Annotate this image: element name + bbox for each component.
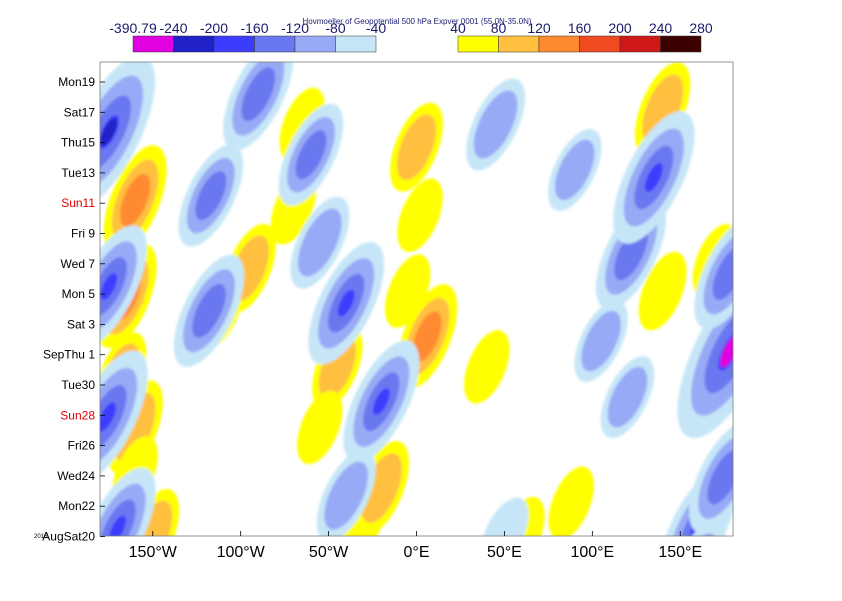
legend-positive-label: 120 (527, 20, 551, 36)
negative-anomaly-contour (678, 533, 718, 536)
legend-negative-label: -160 (240, 20, 268, 36)
y-tick-label: Fri 9 (71, 227, 95, 241)
y-tick-label: Mon 5 (62, 287, 96, 301)
x-tick-label: 150°W (129, 544, 178, 561)
x-axis: 150°W 100°W 50°W 0°E 50°E 100°E 150°E (129, 531, 702, 561)
x-tick-label: 100°W (217, 544, 266, 561)
chart-title: Hovmoeller of Geopotential 500 hPa Expve… (302, 17, 531, 26)
positive-anomaly-contour (120, 173, 151, 227)
negative-anomaly-contour (473, 90, 518, 159)
negative-anomaly-contour (337, 289, 355, 317)
legend-positive-label: 160 (568, 20, 592, 36)
legend-positive-swatch (498, 35, 540, 53)
negative-anomaly-contour (581, 310, 621, 372)
negative-anomaly-contour (297, 208, 342, 277)
legend-positive-swatch (538, 35, 580, 53)
legend-positive-label: 280 (689, 20, 713, 36)
legend-negative-swatch (173, 35, 215, 53)
legend-negative-label: -120 (281, 20, 309, 36)
y-tick-label: SepThu 1 (43, 348, 95, 362)
positive-anomaly-contour (548, 466, 594, 536)
y-tick-label: Mon22 (58, 499, 95, 513)
negative-anomaly-contour (644, 162, 663, 193)
legend-negative-swatch (132, 35, 174, 53)
legend-negative-swatch (294, 35, 336, 53)
y-tick-label: AugSat20 (42, 530, 95, 544)
y-axis: Mon19 Sat17 Thu15 Tue13 Sun11 Fri 9 Wed 7 Mon 5… (42, 75, 105, 544)
negative-anomaly-contour (295, 130, 327, 180)
y-tick-label: Thu15 (61, 136, 95, 150)
legend-negative-swatch (213, 35, 255, 53)
negative-anomaly-contour (607, 366, 648, 428)
negative-anomaly-contour (712, 245, 733, 300)
y-tick-label: Sat 3 (67, 317, 95, 331)
negative-anomaly-contour (192, 283, 226, 338)
x-tick-label: 0°E (404, 544, 430, 561)
legend-negative-label: -40 (366, 20, 386, 36)
negative-anomaly-contour (372, 388, 390, 416)
negative-anomaly-contour (195, 171, 227, 221)
y-tick-label: Wed 7 (61, 257, 96, 271)
positive-anomaly-contour (642, 74, 684, 145)
anomaly-features (100, 62, 733, 536)
legend-negative-swatch (254, 35, 296, 53)
legend-negative-label: -390.79 (109, 20, 157, 36)
legend-negative-label: -200 (200, 20, 228, 36)
x-tick-label: 50°E (487, 544, 522, 561)
legend-positive-swatch (579, 35, 621, 53)
legend-positive-label: 80 (491, 20, 507, 36)
positive-anomaly-contour (638, 251, 687, 331)
year-label: 2016 (34, 534, 48, 540)
negative-anomaly-contour (100, 118, 118, 146)
positive-anomaly-contour (114, 392, 156, 463)
positive-anomaly-contour (318, 335, 357, 398)
positive-anomaly-contour (297, 390, 343, 465)
legend-positive-swatch (457, 35, 499, 53)
negative-anomaly-contour (100, 402, 116, 432)
y-tick-label: Sat17 (64, 105, 96, 119)
negative-anomaly-contour (720, 336, 733, 368)
positive-anomaly-contour (396, 114, 437, 181)
y-tick-label: Sun28 (60, 408, 95, 422)
x-tick-label: 50°W (309, 544, 349, 561)
positive-anomaly-contour (464, 330, 510, 404)
legend-negative-label: -240 (159, 20, 187, 36)
positive-anomaly-contour (397, 178, 443, 253)
x-tick-label: 150°E (658, 544, 702, 561)
legend-positive-swatch (619, 35, 661, 53)
x-tick-label: 100°E (570, 544, 614, 561)
negative-anomaly-contour (241, 67, 276, 122)
y-tick-label: Wed24 (57, 469, 95, 483)
negative-anomaly-contour (100, 273, 118, 301)
legend-positive-swatch (660, 35, 702, 53)
negative-anomaly-contour (554, 139, 595, 201)
y-tick-label: Fri26 (68, 439, 96, 453)
legend-negative-label: -80 (325, 20, 345, 36)
negative-anomaly-contour (324, 461, 369, 530)
y-tick-label: Sun11 (61, 196, 95, 210)
positive-anomaly-contour (360, 453, 402, 523)
legend-positive-label: 240 (649, 20, 673, 36)
y-tick-label: Mon19 (58, 75, 95, 89)
plot-area (100, 62, 733, 536)
positive-anomaly-contour (385, 254, 431, 328)
y-tick-label: Tue13 (61, 166, 95, 180)
positive-anomaly-contour (412, 311, 442, 362)
legend-positive-label: 40 (450, 20, 466, 36)
legend-negative-swatch (335, 35, 377, 53)
legend-positive: 40 80 120 160 200 240 280 (450, 20, 713, 53)
legend-positive-label: 200 (608, 20, 632, 36)
legend-negative: -390.79 -240 -200 -160 -120 -80 -40 (109, 20, 386, 53)
y-tick-label: Tue30 (61, 378, 95, 392)
